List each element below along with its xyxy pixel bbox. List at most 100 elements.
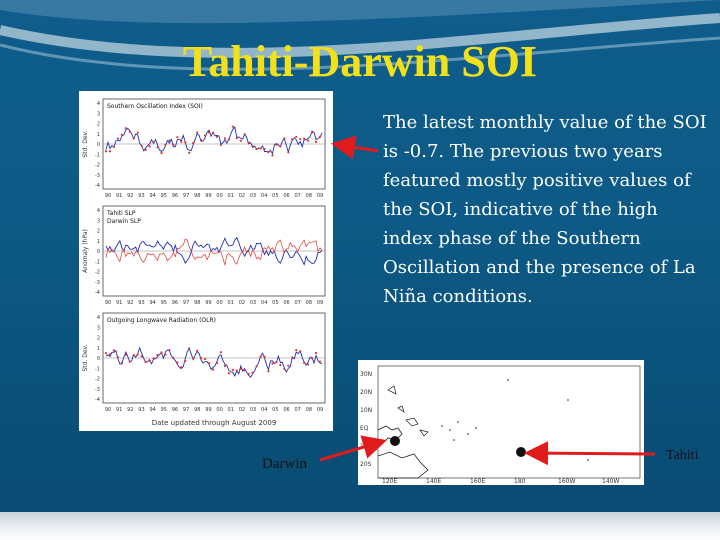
series-dot xyxy=(275,143,278,146)
series-dot xyxy=(140,355,143,358)
series-dot xyxy=(160,151,163,155)
series-dot xyxy=(239,367,242,370)
series-dot xyxy=(227,138,230,141)
series-dot xyxy=(303,361,306,365)
x-tick-label: 06 xyxy=(283,300,289,306)
y-tick-label: -1 xyxy=(95,366,100,372)
x-tick-label: 03 xyxy=(250,407,256,413)
series-dot xyxy=(172,356,175,359)
series-dot xyxy=(259,355,262,358)
x-tick-label: 93 xyxy=(138,300,144,306)
series-dot xyxy=(295,348,298,352)
x-tick-label: 94 xyxy=(149,407,155,413)
series-dot xyxy=(132,137,135,140)
x-tick-label: 02 xyxy=(239,407,245,413)
series-dot xyxy=(251,371,254,374)
series-dot xyxy=(314,140,318,143)
series-dot xyxy=(291,356,294,359)
series-dot xyxy=(307,139,310,142)
series-dot xyxy=(184,359,187,363)
series-dot xyxy=(267,370,270,373)
y-tick-label: -3 xyxy=(95,173,100,179)
x-tick-label: 96 xyxy=(172,407,178,413)
x-tick-label: 07 xyxy=(294,300,300,306)
series-dot xyxy=(192,141,195,145)
series-dot xyxy=(227,372,230,375)
x-tick-label: 92 xyxy=(127,300,133,306)
x-tick-label: 02 xyxy=(239,193,245,199)
footer-bar xyxy=(0,512,720,540)
series-dot xyxy=(263,147,266,151)
panel-title: Tahiti SLP xyxy=(106,210,136,217)
series-dot xyxy=(215,135,219,138)
y-tick-label: 0 xyxy=(97,249,100,255)
y-tick-label: 4 xyxy=(97,208,100,214)
panel-title: Southern Oscillation Index (SOI) xyxy=(107,103,203,110)
lat-label: 10S xyxy=(360,443,372,450)
lat-label: 20S xyxy=(360,461,372,468)
y-tick-label: -2 xyxy=(95,377,100,383)
x-tick-label: 96 xyxy=(172,300,178,306)
series-dot xyxy=(287,151,290,154)
x-tick-label: 05 xyxy=(272,407,278,413)
x-tick-label: 04 xyxy=(261,300,267,306)
series-dot xyxy=(124,353,127,356)
y-tick-label: 3 xyxy=(97,218,100,224)
y-tick-label: -4 xyxy=(95,183,100,189)
lon-label: 120E xyxy=(382,478,397,485)
y-tick-label: 2 xyxy=(97,336,100,342)
x-tick-label: 93 xyxy=(138,193,144,199)
x-tick-label: 90 xyxy=(105,300,111,306)
x-tick-label: 99 xyxy=(205,193,211,199)
series-dot xyxy=(200,357,203,360)
slide-title: Tahiti-Darwin SOI xyxy=(182,37,538,86)
series-dot xyxy=(128,130,131,133)
y-tick-label: -1 xyxy=(95,259,100,265)
x-tick-label: 92 xyxy=(127,193,133,199)
pacific-map: 30N 20N 10N EQ 10S 20S 120E 140E 160E 180 160W 140W xyxy=(360,365,641,485)
x-tick-label: 92 xyxy=(127,407,133,413)
series-dot xyxy=(108,353,112,356)
series-dot xyxy=(104,352,108,355)
series-dot xyxy=(140,144,143,148)
series-dot xyxy=(295,135,298,139)
series-dot xyxy=(251,145,254,148)
series-dot xyxy=(136,131,139,134)
x-tick-label: 97 xyxy=(183,300,189,306)
lon-label: 160W xyxy=(558,478,575,485)
series-dot xyxy=(144,148,147,152)
series-dot xyxy=(299,137,302,141)
lat-label: 20N xyxy=(360,389,372,396)
series-dot xyxy=(144,361,147,364)
series-dot xyxy=(283,137,286,140)
x-tick-label: 90 xyxy=(105,193,111,199)
series-dot xyxy=(247,372,250,376)
series-dot xyxy=(318,360,322,363)
island-dot xyxy=(567,399,569,401)
x-tick-label: 91 xyxy=(116,300,122,306)
x-tick-label: 06 xyxy=(283,193,289,199)
series-dot xyxy=(120,133,123,136)
island-dot xyxy=(467,433,469,435)
lat-label: 30N xyxy=(360,371,372,378)
series-dot xyxy=(104,150,108,153)
x-tick-label: 04 xyxy=(261,407,267,413)
series-dot xyxy=(318,135,322,138)
series-dot xyxy=(116,356,119,359)
x-tick-label: 98 xyxy=(194,193,200,199)
x-tick-label: 95 xyxy=(161,407,167,413)
x-tick-label: 01 xyxy=(228,407,234,413)
lon-label: 180 xyxy=(514,478,526,485)
x-tick-label: 02 xyxy=(239,300,245,306)
series-dot xyxy=(148,359,151,362)
series-dot xyxy=(243,369,246,372)
series-dot xyxy=(164,353,167,356)
x-tick-label: 90 xyxy=(105,407,111,413)
series-dot xyxy=(136,353,139,356)
x-tick-label: 04 xyxy=(261,193,267,199)
darwin-label: Darwin xyxy=(262,456,307,472)
series-dot xyxy=(310,356,314,360)
y-axis-label: Std. Dev. xyxy=(82,130,89,157)
series-dot xyxy=(243,133,246,136)
